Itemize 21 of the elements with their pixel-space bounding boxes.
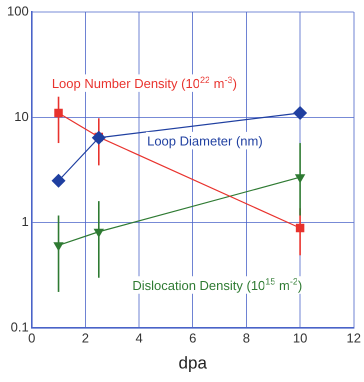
y-tick-label: 1 xyxy=(21,214,29,230)
y-tick-label: 100 xyxy=(6,4,29,19)
y-tick-label: 10 xyxy=(14,108,29,124)
point xyxy=(92,130,106,145)
x-tick-label: 10 xyxy=(292,330,308,346)
point xyxy=(294,174,306,184)
x-tick-label: 6 xyxy=(189,330,196,346)
point xyxy=(53,242,64,252)
x-tick-label: 12 xyxy=(346,330,362,346)
x-axis-title: dpa xyxy=(178,353,208,372)
series-label: Loop Diameter (nm) xyxy=(147,134,263,149)
point xyxy=(296,224,304,232)
point xyxy=(54,108,63,118)
point xyxy=(293,106,308,120)
y-tick-label: 0.1 xyxy=(10,320,29,335)
x-tick-label: 2 xyxy=(82,330,89,346)
point xyxy=(94,228,104,238)
point xyxy=(52,174,66,188)
x-tick-label: 0 xyxy=(28,330,36,346)
x-tick-label: 8 xyxy=(242,330,250,346)
x-tick-label: 4 xyxy=(135,330,143,346)
